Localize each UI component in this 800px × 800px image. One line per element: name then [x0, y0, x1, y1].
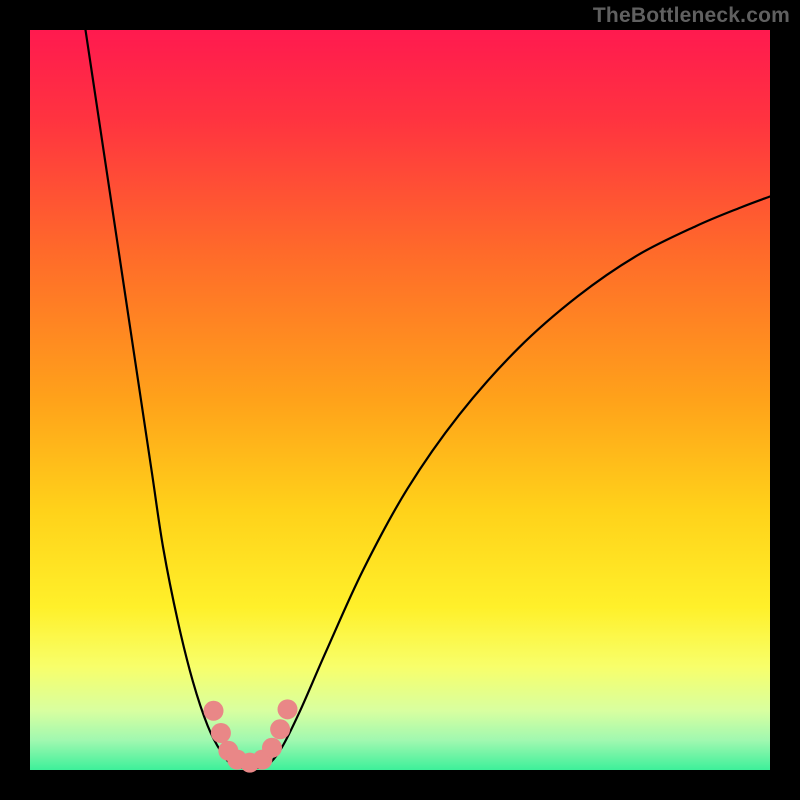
plot-svg	[30, 30, 770, 770]
data-marker	[211, 723, 231, 743]
plot-area	[30, 30, 770, 770]
data-marker	[270, 719, 290, 739]
chart-container: TheBottleneck.com	[0, 0, 800, 800]
data-marker	[204, 701, 224, 721]
bottleneck-curve	[86, 30, 771, 768]
marker-group	[204, 699, 298, 772]
data-marker	[278, 699, 298, 719]
data-marker	[262, 738, 282, 758]
attribution-text: TheBottleneck.com	[593, 4, 790, 28]
